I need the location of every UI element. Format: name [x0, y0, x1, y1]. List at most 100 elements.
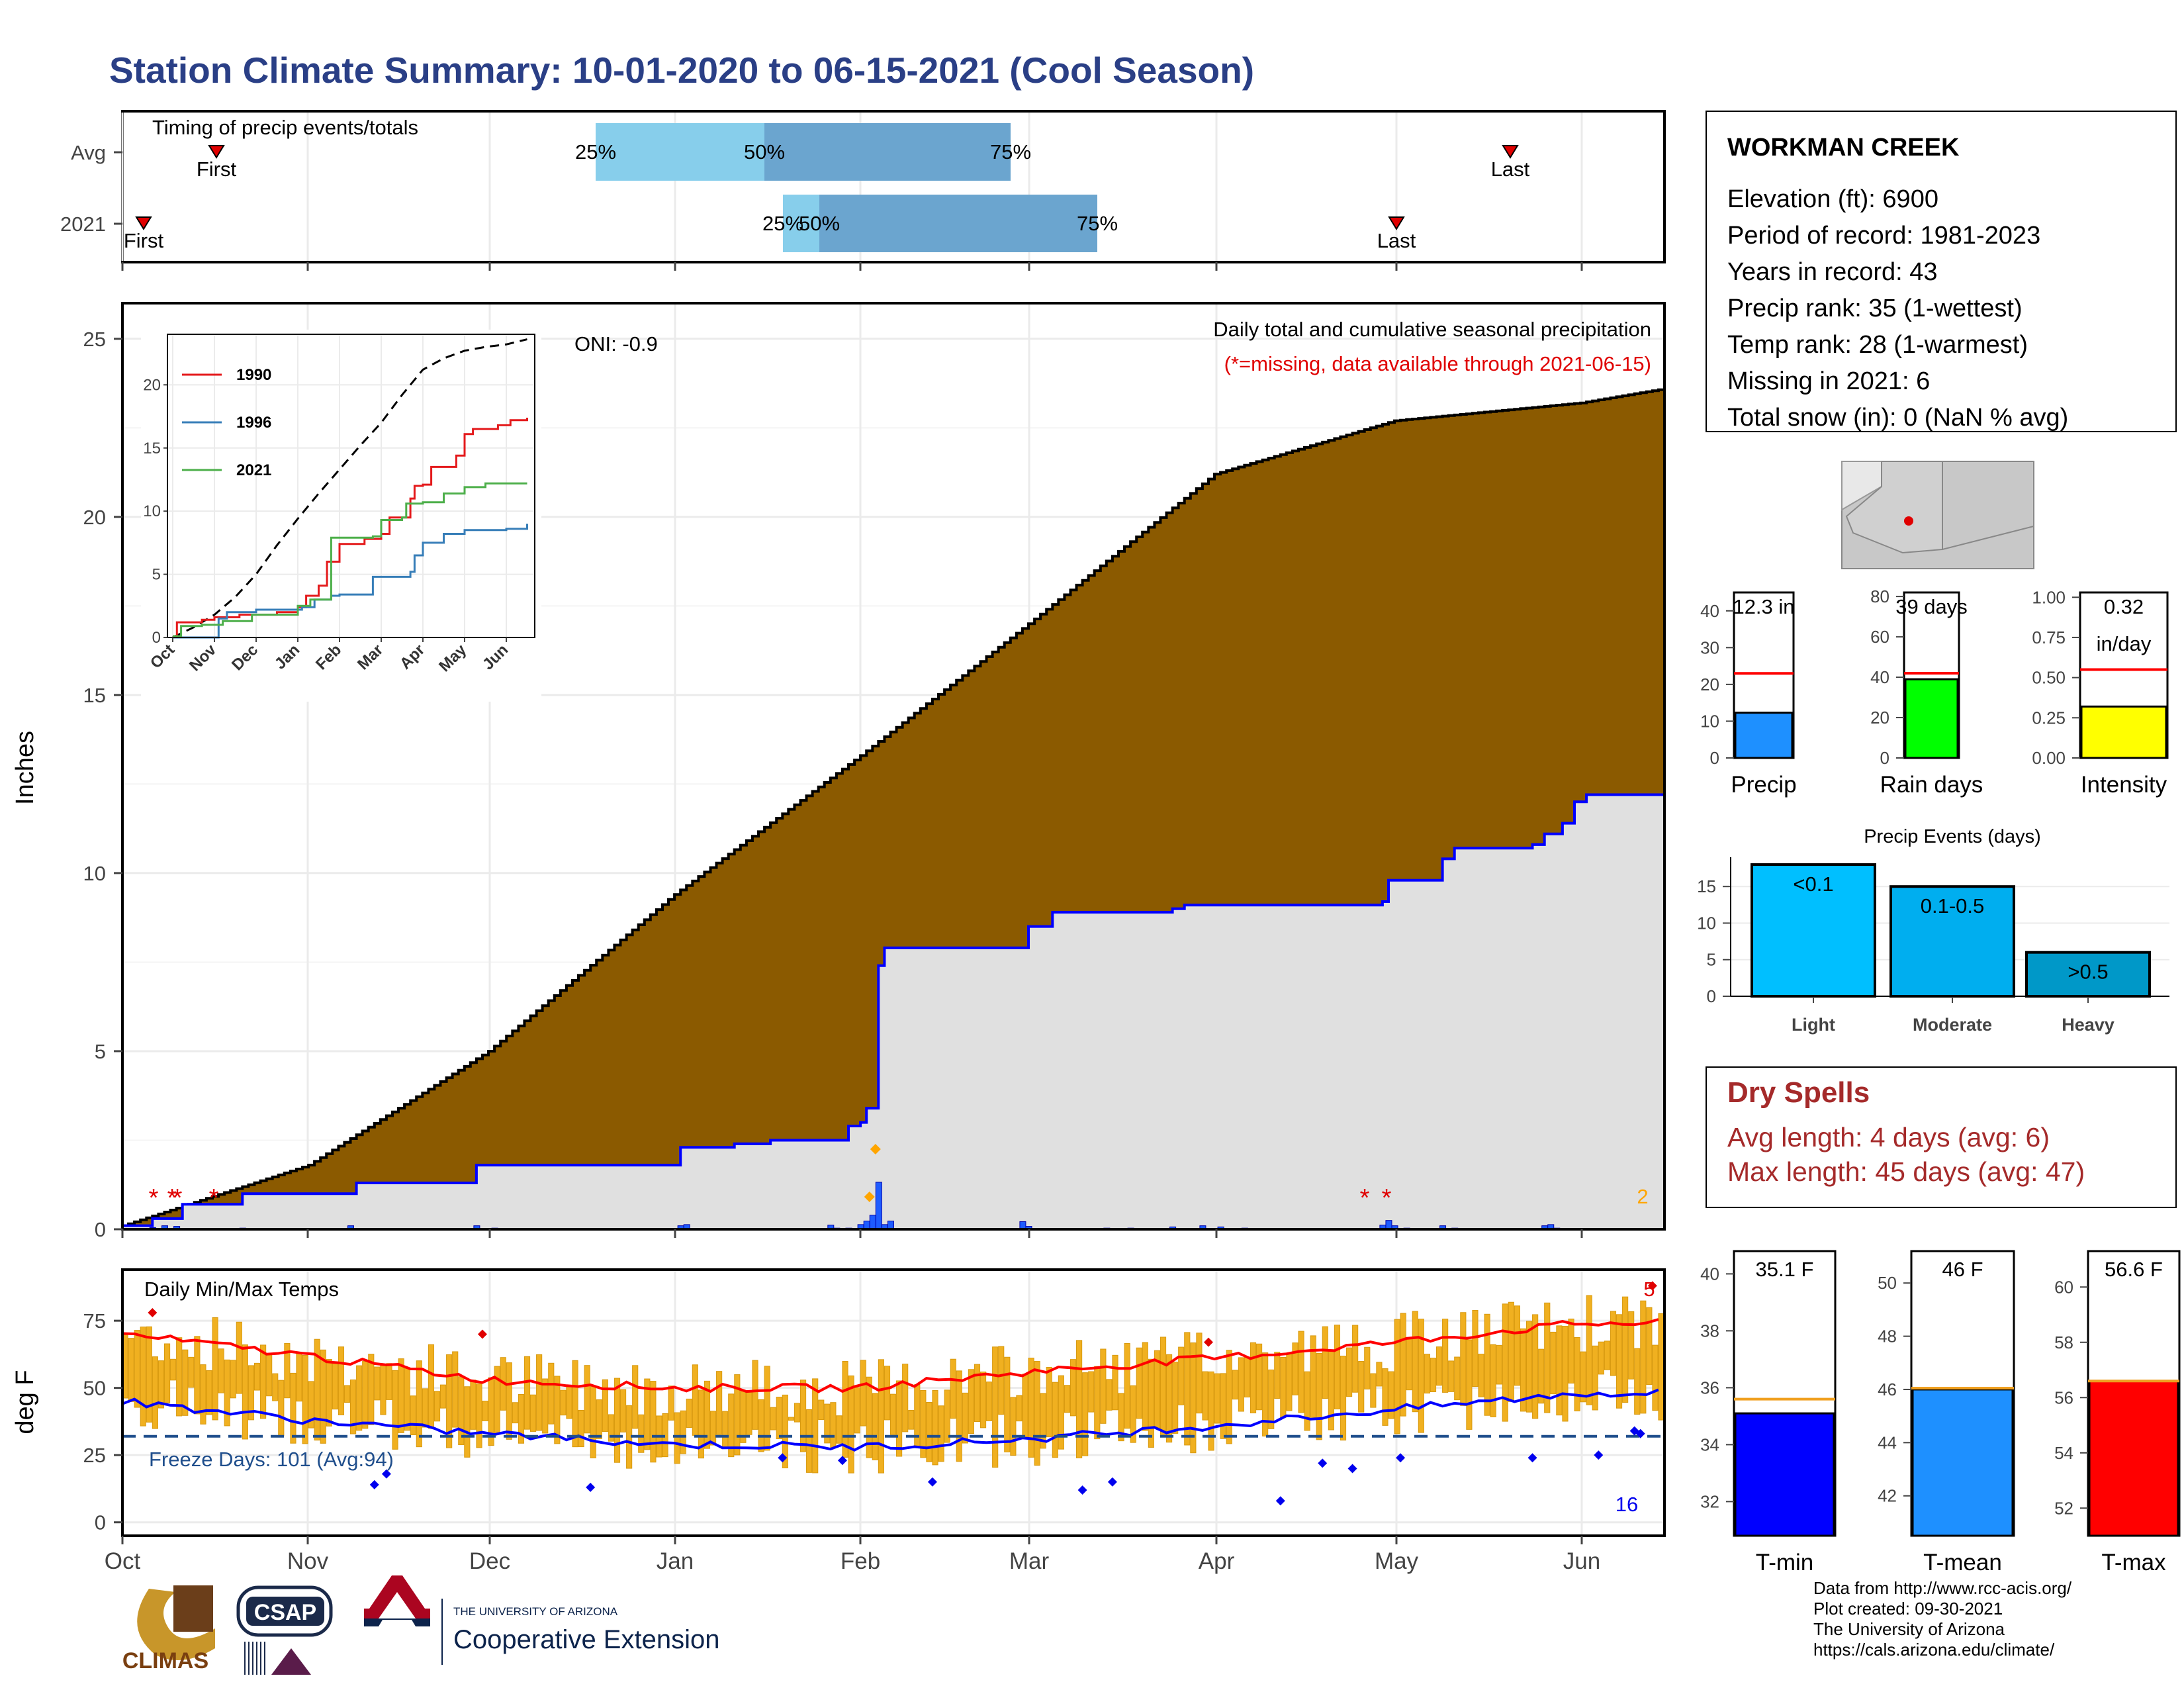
daily-temp-bar — [1136, 1347, 1142, 1419]
daily-temp-bar — [170, 1358, 177, 1381]
daily-temp-bar — [716, 1371, 723, 1435]
daily-temp-bar — [1556, 1325, 1563, 1416]
page-title: Station Climate Summary: 10-01-2020 to 0… — [109, 50, 1254, 91]
station-marker — [1904, 516, 1913, 526]
events-bar-label: <0.1 — [1793, 872, 1833, 896]
record-low-marker — [837, 1456, 847, 1466]
timing-row-label: Avg — [71, 141, 106, 164]
daily-temp-bar — [1418, 1319, 1424, 1433]
daily-temp-bar — [1525, 1321, 1533, 1413]
temp-bar-tick: 58 — [2054, 1333, 2073, 1352]
daily-precip-bar — [869, 1215, 876, 1230]
daily-temp-bar — [433, 1391, 441, 1422]
daily-temp-bar — [1262, 1352, 1269, 1436]
timing-2021-50-75 — [819, 195, 1097, 252]
daily-temp-bar — [284, 1342, 291, 1399]
daily-temp-bar — [458, 1376, 465, 1446]
daily-temp-bar — [446, 1354, 453, 1448]
daily-temp-bar — [338, 1346, 345, 1415]
temp-bar-tick: 44 — [1878, 1432, 1897, 1452]
daily-temp-bar — [1364, 1346, 1371, 1389]
record-low-marker — [778, 1453, 788, 1463]
last-label: Last — [1491, 158, 1530, 181]
ytick-label: 10 — [83, 862, 106, 885]
mini-bar-rain-days — [1904, 678, 1959, 759]
daily-temp-bar — [368, 1354, 375, 1425]
missing-star: * — [167, 1184, 177, 1212]
daily-temp-bar — [140, 1327, 146, 1427]
record-high-marker — [1203, 1337, 1213, 1347]
daily-temp-bar — [536, 1354, 543, 1431]
daily-temp-bar — [1010, 1397, 1017, 1456]
missing-star: * — [1382, 1184, 1392, 1212]
dry-spells-title: Dry Spells — [1727, 1076, 1870, 1109]
temp-panel: Daily Min/Max Temps Freeze Days: 101 (Avg… — [11, 1270, 1666, 1574]
daily-temp-bar — [746, 1391, 752, 1435]
daily-temp-bar — [206, 1370, 212, 1415]
daily-temp-bar — [302, 1354, 308, 1444]
daily-temp-bar — [410, 1395, 416, 1436]
daily-temp-bar — [866, 1376, 872, 1458]
inset-ytick: 0 — [152, 629, 161, 647]
mini-bar-tick: 0.25 — [2032, 708, 2066, 727]
daily-temp-bar — [1610, 1311, 1617, 1376]
temp-bar-tick: 50 — [1878, 1273, 1897, 1293]
daily-temp-bar — [1646, 1307, 1653, 1385]
daily-temp-bar — [650, 1381, 657, 1463]
daily-temp-bar — [1435, 1346, 1443, 1386]
first-marker-2021 — [135, 216, 152, 230]
daily-temp-bar — [1562, 1326, 1569, 1422]
missing-star: * — [1360, 1184, 1370, 1212]
daily-temp-bar — [824, 1403, 831, 1444]
ua-logo-base — [364, 1618, 430, 1626]
legend-label: 1996 — [236, 414, 271, 432]
inset-1996-line — [173, 524, 528, 639]
station-info-line: Elevation (ft): 6900 — [1727, 185, 1938, 213]
month-label: Feb — [841, 1548, 880, 1574]
daily-temp-bar — [1016, 1395, 1023, 1422]
inset-ytick: 20 — [143, 376, 161, 394]
daily-temp-bar — [1340, 1356, 1347, 1441]
pct-label: 50% — [799, 212, 840, 235]
daily-temp-bar — [979, 1372, 987, 1429]
ytick-label: 0 — [95, 1511, 106, 1534]
daily-temp-bar — [1064, 1385, 1071, 1413]
daily-temp-bar — [680, 1410, 686, 1454]
mini-bar-label: Intensity — [2081, 772, 2167, 798]
daily-temp-bar — [1214, 1373, 1220, 1424]
events-bar-label: 0.1-0.5 — [1921, 894, 1985, 917]
daily-temp-bar — [523, 1356, 531, 1430]
ua-logo-big-text: Cooperative Extension — [453, 1625, 719, 1654]
daily-temp-bar — [950, 1358, 956, 1419]
daily-temp-bar — [1640, 1300, 1647, 1414]
daily-temp-bar — [1280, 1356, 1287, 1418]
daily-temp-bar — [1250, 1342, 1257, 1414]
daily-temp-bar — [326, 1359, 332, 1427]
mini-bar-value: 0.32 — [2104, 595, 2144, 618]
daily-temp-bar — [596, 1399, 602, 1439]
daily-temp-bar — [506, 1362, 512, 1440]
daily-temp-bar — [1448, 1360, 1455, 1392]
temp-bar-value: 46 F — [1942, 1258, 1983, 1281]
temp-label: Daily Min/Max Temps — [144, 1278, 339, 1301]
temp-bar-tick: 34 — [1700, 1434, 1719, 1454]
daily-temp-bar — [1304, 1371, 1310, 1431]
mini-bar-tick: 10 — [1700, 711, 1719, 731]
daily-temp-bar — [1106, 1379, 1113, 1411]
station-info-line: Temp rank: 28 (1-warmest) — [1727, 331, 2028, 359]
ytick-label: 5 — [95, 1040, 106, 1063]
daily-temp-bar — [1622, 1296, 1629, 1403]
mini-bar-tick: 1.00 — [2032, 587, 2066, 607]
daily-temp-bar — [878, 1359, 884, 1474]
mini-bar-tick: 40 — [1870, 667, 1889, 687]
temp-bar-tick: 40 — [1700, 1264, 1719, 1284]
mini-bar-tick: 0 — [1710, 748, 1719, 768]
first-label: First — [197, 158, 237, 181]
events-bar-light — [1751, 863, 1876, 998]
daily-temp-bar — [1592, 1345, 1598, 1411]
daily-temp-bar — [799, 1380, 807, 1452]
daily-temp-bar — [1568, 1319, 1574, 1383]
timing-row-label: 2021 — [60, 212, 106, 236]
daily-temp-bar — [638, 1414, 645, 1453]
